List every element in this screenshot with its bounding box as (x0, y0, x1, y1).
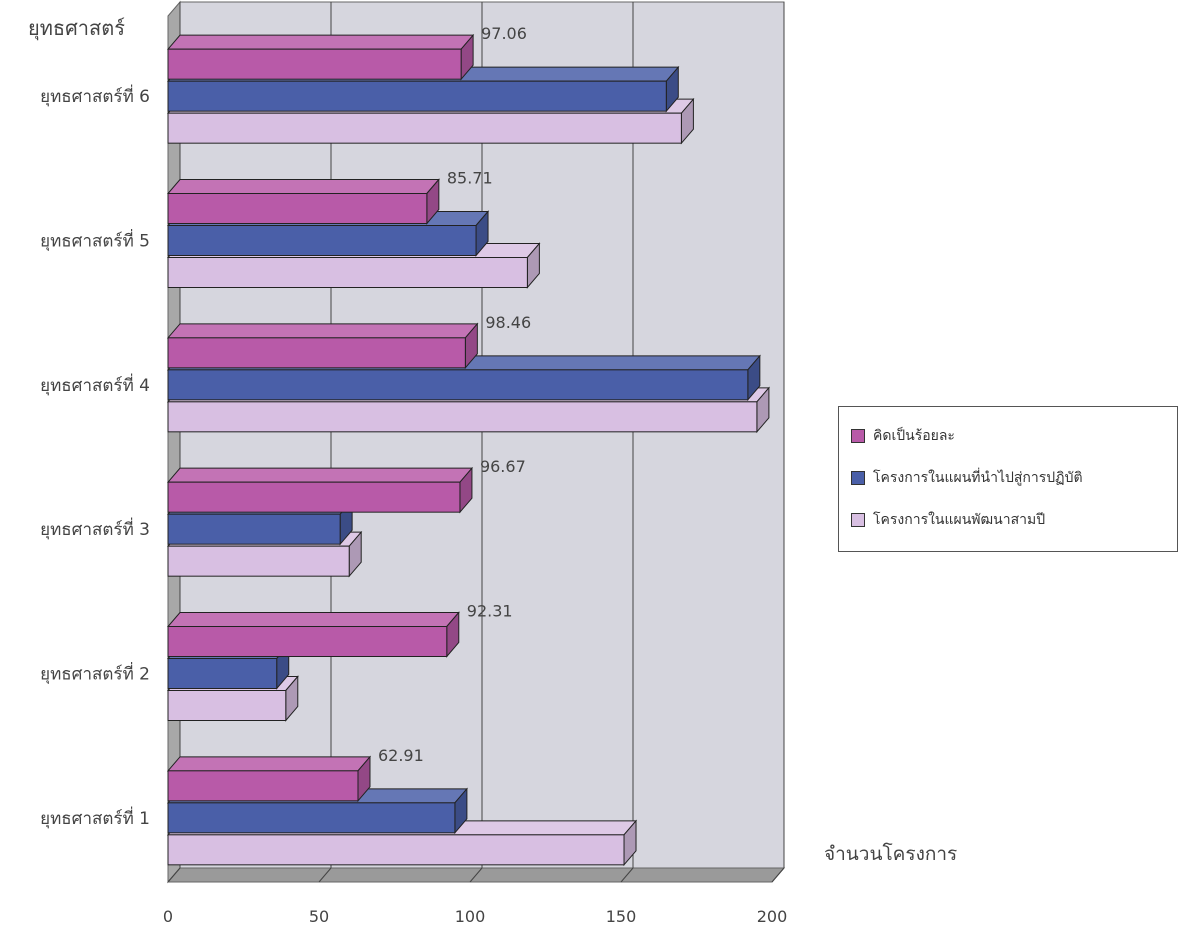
data-label: 92.31 (467, 602, 513, 621)
category-label: ยุทธศาสตร์ที่ 3 (40, 517, 150, 540)
y-axis-title: ยุทธศาสตร์ (28, 16, 125, 41)
bar (166, 178, 440, 225)
category-label: ยุทธศาสตร์ที่ 1 (40, 806, 150, 829)
legend-item: โครงการในแผนพัฒนาสามปี (851, 499, 1165, 541)
gridline-floor (771, 867, 785, 883)
gridline-floor (620, 867, 634, 883)
category-labels: ยุทธศาสตร์ที่ 1 ยุทธศาสตร์ที่ 2 ยุทธศาสตร์… (40, 84, 150, 829)
x-tick-label: 100 (455, 907, 486, 926)
x-axis-title: จำนวนโครงการ (824, 842, 957, 865)
gridlines (167, 2, 785, 883)
x-tick-label: 0 (163, 907, 173, 926)
bar (166, 466, 474, 514)
x-tick-labels: 0 50 100 150 200 (163, 907, 787, 926)
legend-label: คิดเป็นร้อยละ (873, 428, 955, 444)
category-label: ยุทธศาสตร์ที่ 4 (40, 373, 150, 396)
data-label: 62.91 (378, 746, 424, 765)
data-label: 96.67 (480, 457, 526, 476)
legend: คิดเป็นร้อยละโครงการในแผนที่นำไปสู่การปฏ… (838, 406, 1178, 552)
category-label: ยุทธศาสตร์ที่ 2 (40, 662, 150, 685)
legend-item: โครงการในแผนที่นำไปสู่การปฏิบัติ (851, 457, 1165, 499)
bars (166, 33, 770, 867)
gridline-floor (318, 867, 332, 883)
data-label: 97.06 (481, 24, 527, 43)
x-tick-label: 50 (309, 907, 329, 926)
x-tick-label: 150 (606, 907, 637, 926)
category-label: ยุทธศาสตร์ที่ 5 (40, 229, 150, 252)
data-labels: 62.91 92.31 96.67 98.46 85.71 97.06 (378, 24, 531, 765)
legend-label: โครงการในแผนที่นำไปสู่การปฏิบัติ (873, 470, 1083, 486)
category-label: ยุทธศาสตร์ที่ 6 (40, 84, 150, 107)
legend-item: คิดเป็นร้อยละ (851, 415, 1165, 457)
data-label: 85.71 (447, 169, 493, 188)
gridline-floor (167, 867, 181, 883)
bar (166, 611, 460, 658)
legend-swatch (851, 471, 865, 485)
legend-swatch (851, 429, 865, 443)
legend-swatch (851, 513, 865, 527)
bar (166, 322, 479, 370)
bar (166, 33, 475, 81)
legend-label: โครงการในแผนพัฒนาสามปี (873, 512, 1046, 528)
x-tick-label: 200 (757, 907, 788, 926)
data-label: 98.46 (485, 313, 531, 332)
gridline-floor (469, 867, 483, 883)
bar (166, 755, 372, 803)
